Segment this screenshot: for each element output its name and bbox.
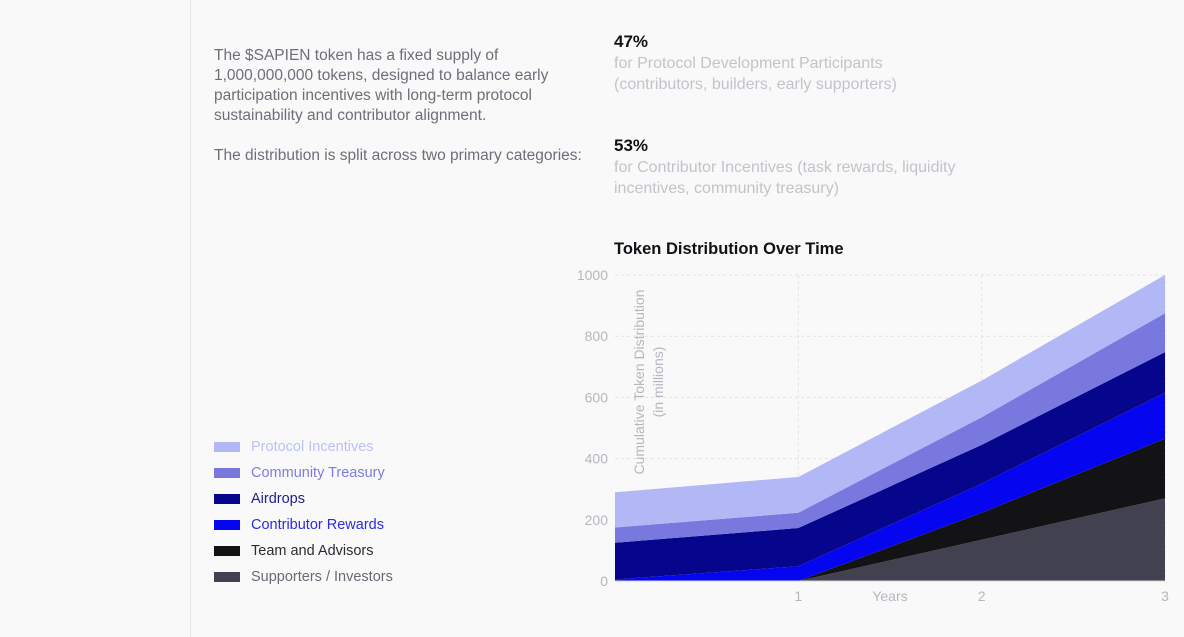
- area-airdrops: [615, 352, 1165, 580]
- y-tick-label: 0: [600, 573, 608, 589]
- legend-swatch: [214, 520, 240, 530]
- y-axis-label: Cumulative Token Distribution (in million…: [631, 290, 666, 475]
- y-tick-label: 1000: [577, 267, 608, 283]
- area-team-and-advisors: [615, 438, 1165, 581]
- chart-title: Token Distribution Over Time: [614, 240, 844, 258]
- area-supporters-investors: [615, 498, 1165, 581]
- y-tick-label: 800: [585, 328, 609, 344]
- token-distribution-chart: 0 200 400 600 800 1000 1 2 3 Years Cumulative Toke…: [577, 267, 1169, 604]
- legend-swatch: [214, 494, 240, 504]
- stat-description: for Contributor Incentives (task rewards…: [614, 159, 956, 197]
- legend-label: Contributor Rewards: [251, 517, 384, 533]
- stat-contributor-incentives: 53% for Contributor Incentives (task rew…: [614, 135, 974, 199]
- legend-swatch: [214, 442, 240, 452]
- legend-item-contributor-rewards: Contributor Rewards: [214, 512, 393, 538]
- chart-legend: Protocol Incentives Community Treasury Air…: [214, 434, 393, 590]
- legend-swatch: [214, 546, 240, 556]
- area-protocol-incentives: [615, 275, 1165, 528]
- x-tick-label: 2: [978, 588, 986, 604]
- y-tick-label: 600: [585, 389, 609, 405]
- stat-protocol-development: 47% for Protocol Development Participant…: [614, 31, 974, 95]
- legend-item-team-and-advisors: Team and Advisors: [214, 538, 393, 564]
- stat-percent: 47%: [614, 32, 649, 51]
- legend-item-community-treasury: Community Treasury: [214, 460, 393, 486]
- legend-swatch: [214, 572, 240, 582]
- legend-label: Airdrops: [251, 491, 305, 507]
- intro-paragraph-2: The distribution is split across two pri…: [214, 147, 582, 164]
- y-tick-label: 200: [585, 512, 609, 528]
- stat-percent: 53%: [614, 136, 649, 155]
- legend-label: Community Treasury: [251, 465, 385, 481]
- page-divider: [190, 0, 191, 637]
- x-axis-label: Years: [872, 588, 907, 604]
- legend-item-airdrops: Airdrops: [214, 486, 393, 512]
- x-tick-label: 3: [1161, 588, 1169, 604]
- legend-item-supporters-investors: Supporters / Investors: [214, 564, 393, 590]
- stat-description: for Protocol Development Participants (c…: [614, 55, 897, 93]
- legend-item-protocol-incentives: Protocol Incentives: [214, 434, 393, 460]
- area-contributor-rewards: [615, 392, 1165, 581]
- intro-text: The $SAPIEN token has a fixed supply of …: [214, 46, 584, 186]
- legend-swatch: [214, 468, 240, 478]
- legend-label: Supporters / Investors: [251, 569, 393, 585]
- legend-label: Team and Advisors: [251, 543, 374, 559]
- y-tick-label: 400: [585, 451, 609, 467]
- legend-label: Protocol Incentives: [251, 439, 374, 455]
- intro-paragraph-1: The $SAPIEN token has a fixed supply of …: [214, 47, 549, 124]
- x-tick-label: 1: [794, 588, 802, 604]
